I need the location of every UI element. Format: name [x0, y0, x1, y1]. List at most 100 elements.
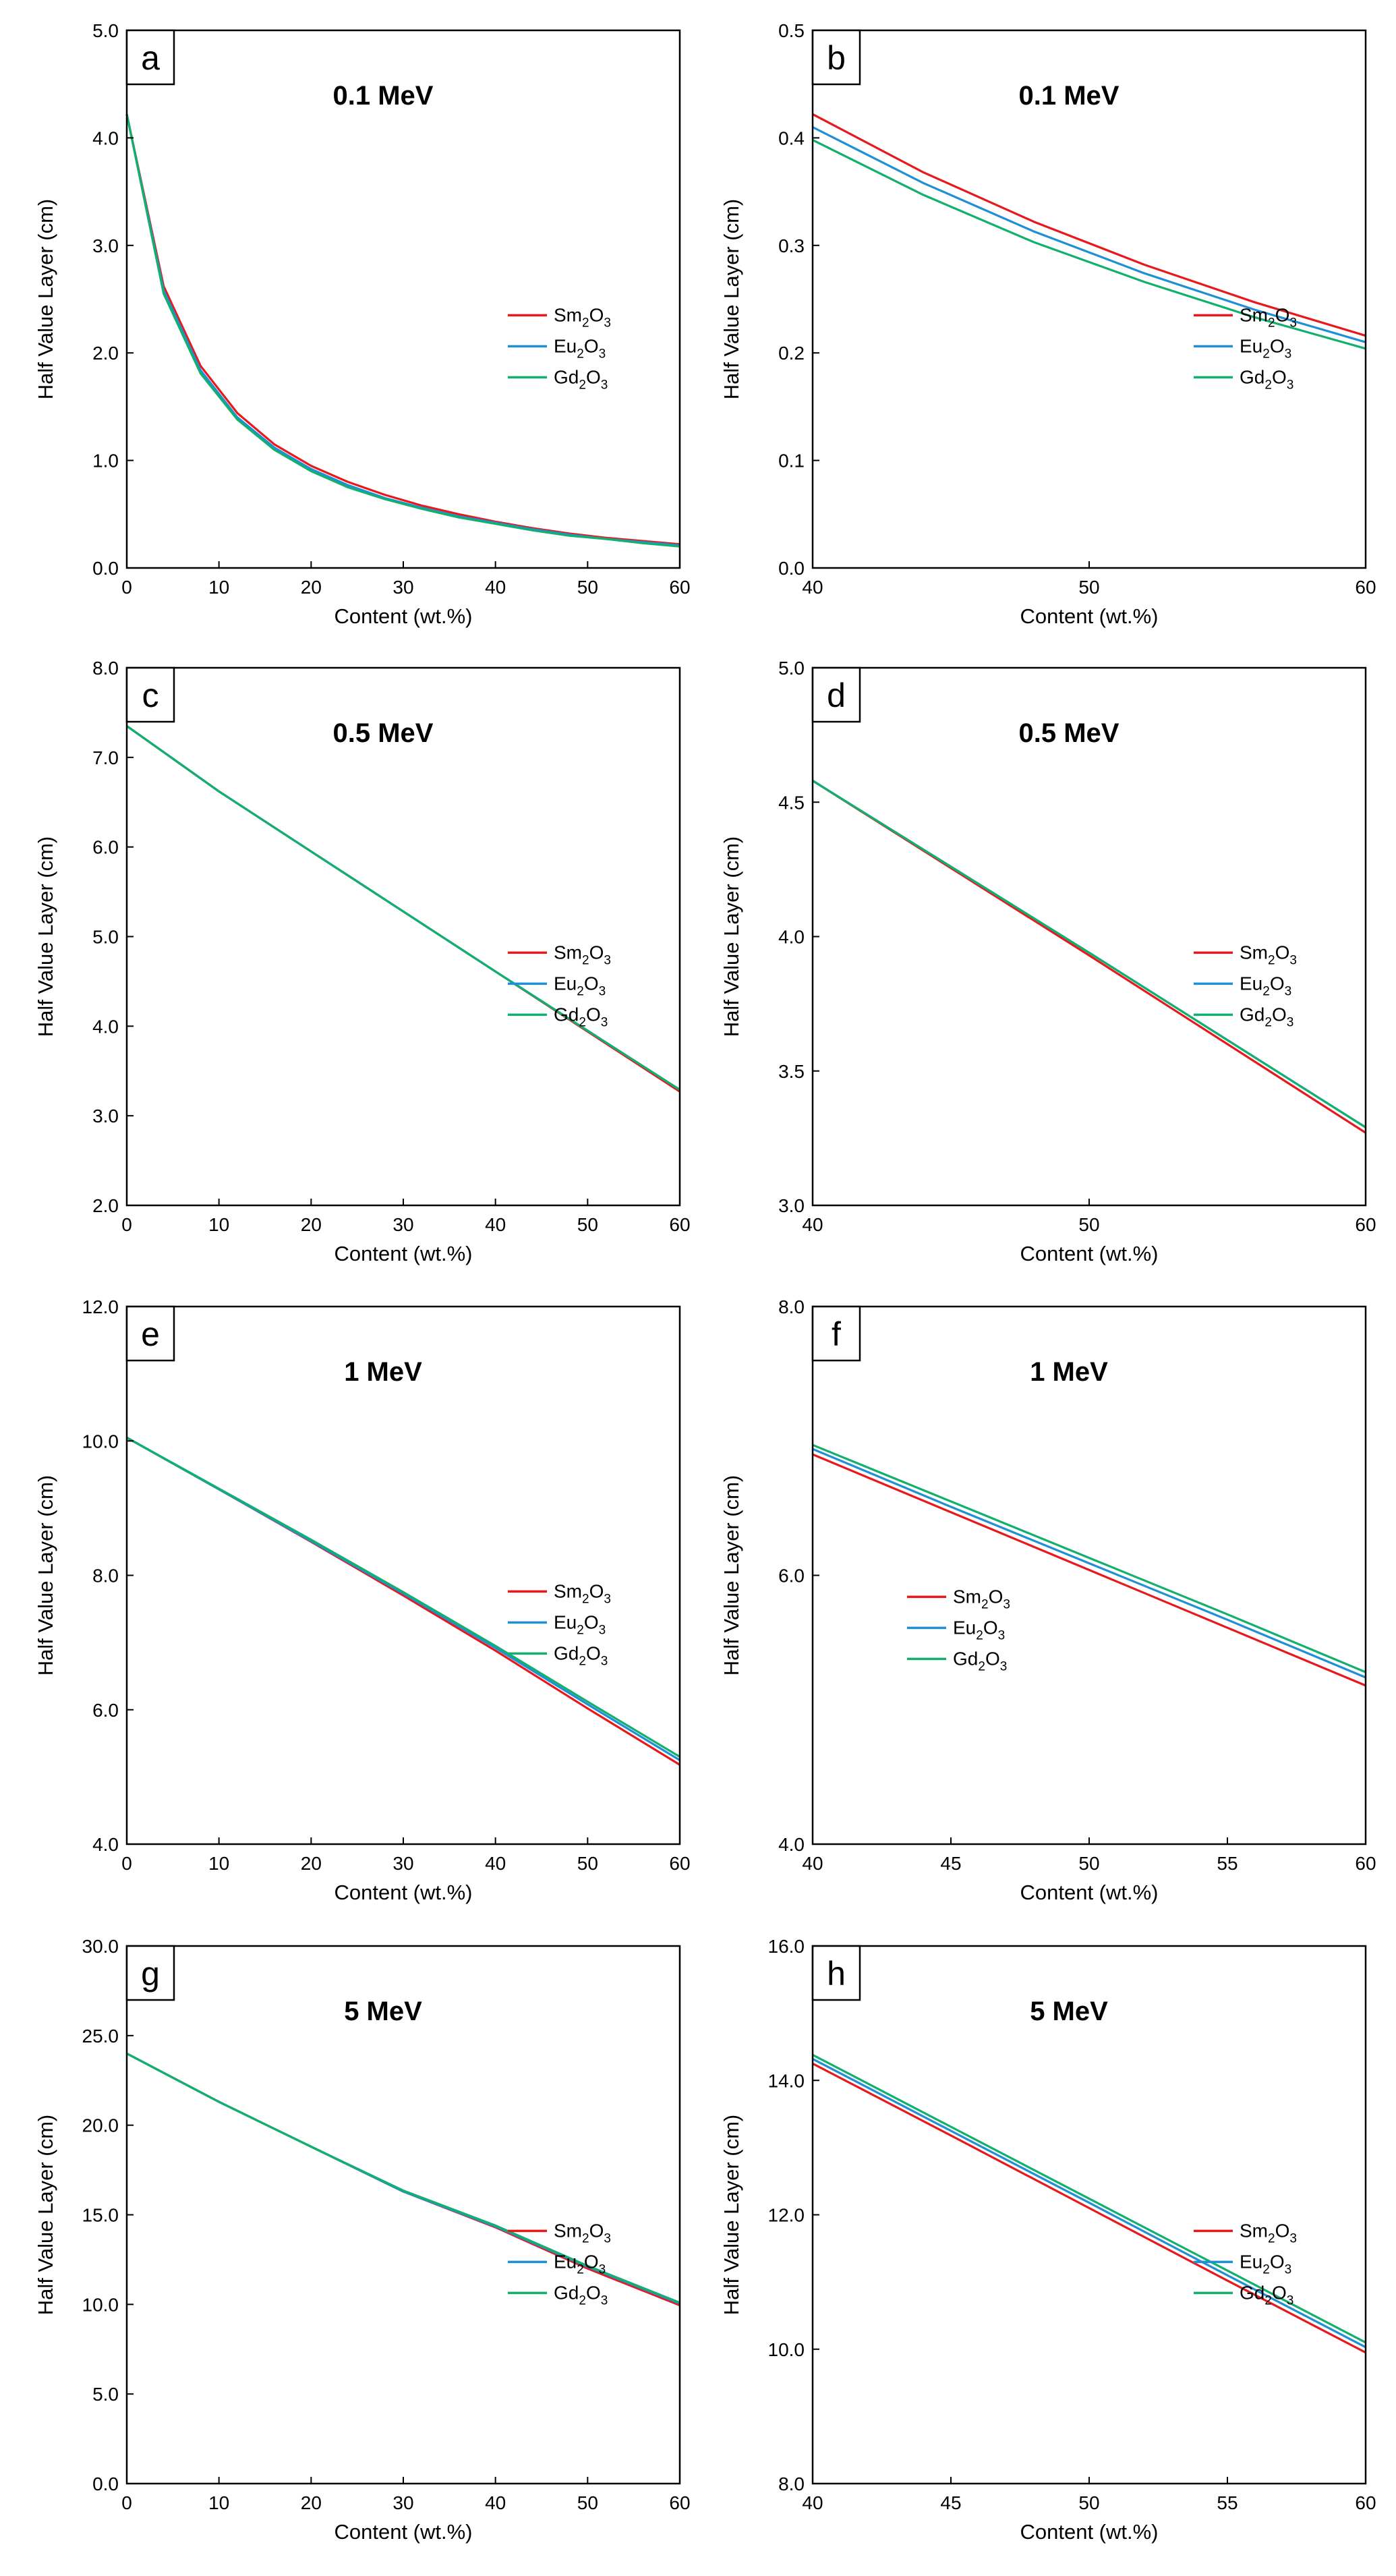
y-tick-label: 2.0: [92, 343, 119, 364]
legend-label-Sm2O3: Sm2O3: [1240, 304, 1297, 330]
chart-title: 5 MeV: [1030, 1997, 1108, 2026]
x-tick-label: 45: [940, 1853, 961, 1874]
x-tick-label: 50: [1078, 1853, 1099, 1874]
y-tick-label: 4.5: [778, 792, 805, 813]
legend-label-Eu2O3: Eu2O3: [554, 335, 606, 361]
panel-letter-box: [125, 1305, 175, 1362]
x-tick-label: 40: [802, 1853, 823, 1874]
legend-label-Gd2O3: Gd2O3: [1240, 1004, 1293, 1029]
x-tick-label: 40: [485, 2492, 506, 2513]
x-tick-label: 50: [577, 577, 598, 598]
y-axis-title: Half Value Layer (cm): [720, 1475, 743, 1676]
x-tick-label: 50: [577, 2492, 598, 2513]
legend: Sm2O3 Eu2O3 Gd2O3: [907, 1586, 1010, 1673]
y-tick-label: 8.0: [92, 658, 119, 679]
x-tick-label: 0: [121, 577, 132, 598]
plot-frame: [125, 29, 681, 569]
y-tick-label: 0.5: [778, 20, 805, 41]
y-axis-title: Half Value Layer (cm): [34, 836, 57, 1037]
panel-letter: h: [827, 1955, 846, 1993]
x-tick-label: 0: [121, 2492, 132, 2513]
legend-label-Gd2O3: Gd2O3: [554, 1004, 608, 1029]
x-axis-title: Content (wt.%): [1020, 604, 1158, 628]
y-tick-label: 6.0: [778, 1566, 805, 1586]
x-tick-label: 60: [1355, 1853, 1376, 1874]
y-tick-label: 0.2: [778, 343, 805, 364]
plot-frame: [125, 1945, 681, 2485]
legend-label-Sm2O3: Sm2O3: [554, 2220, 611, 2245]
plot-frame: [125, 1305, 681, 1845]
panel-letter-box: [811, 1945, 861, 2001]
panel-letter: f: [832, 1315, 841, 1353]
panel-e: 0 10 20 30 40 50 60 4.0 6.0 8.0 10.0 12.0 Content (w…: [34, 1296, 691, 1904]
x-tick-label: 55: [1217, 1853, 1238, 1874]
x-tick-label: 10: [208, 577, 229, 598]
legend: Sm2O3 Eu2O3 Gd2O3: [508, 304, 611, 392]
series-line-Eu2O3: [812, 1448, 1366, 1679]
y-axis-title: Half Value Layer (cm): [34, 1475, 57, 1676]
panel-a: 0 10 20 30 40 50 60 0.0 1.0 2.0 3.0 4.0 5.0 Content (…: [34, 20, 691, 628]
x-axis-title: Content (wt.%): [1020, 1881, 1158, 1904]
y-tick-label: 2.0: [92, 1195, 119, 1216]
y-tick-label: 0.4: [778, 127, 805, 148]
x-tick-label: 10: [208, 1214, 229, 1235]
panel-c: 0 10 20 30 40 50 60 2.0 3.0 4.0 5.0 6.0 7.0 8.0 Conten…: [34, 658, 691, 1265]
chart-title: 0.1 MeV: [333, 81, 434, 111]
y-tick-label: 6.0: [92, 837, 119, 858]
y-tick-label: 5.0: [92, 20, 119, 41]
y-tick-label: 16.0: [768, 1936, 805, 1957]
x-tick-label: 30: [392, 577, 413, 598]
series-line-Eu2O3: [812, 2057, 1366, 2349]
chart-title: 0.5 MeV: [1019, 718, 1119, 748]
y-tick-label: 3.5: [778, 1061, 805, 1082]
y-axis-title: Half Value Layer (cm): [34, 199, 57, 399]
panel-letter: d: [827, 677, 846, 714]
x-axis-title: Content (wt.%): [1020, 1242, 1158, 1265]
x-tick-label: 0: [121, 1214, 132, 1235]
panel-d: 40 50 60 3.0 3.5 4.0 4.5 5.0 Content (wt.%) Half …: [720, 658, 1376, 1265]
y-tick-label: 0.0: [92, 558, 119, 579]
y-tick-label: 15.0: [82, 2205, 119, 2226]
legend-label-Eu2O3: Eu2O3: [1240, 2251, 1291, 2277]
legend: Sm2O3 Eu2O3 Gd2O3: [508, 1580, 611, 1668]
series-line-Sm2O3: [812, 2062, 1366, 2354]
legend-label-Eu2O3: Eu2O3: [554, 2251, 606, 2277]
series-line-Gd2O3: [812, 1443, 1366, 1673]
y-tick-label: 10.0: [82, 1431, 119, 1452]
y-tick-label: 4.0: [92, 127, 119, 148]
series-line-Gd2O3: [812, 139, 1366, 350]
y-tick-label: 8.0: [92, 1566, 119, 1586]
legend-label-Sm2O3: Sm2O3: [554, 942, 611, 967]
x-tick-label: 40: [485, 577, 506, 598]
panel-letter-box: [125, 666, 175, 723]
x-tick-label: 50: [1078, 1214, 1099, 1235]
legend-label-Gd2O3: Gd2O3: [554, 1642, 608, 1668]
y-tick-label: 10.0: [768, 2339, 805, 2360]
x-tick-label: 10: [208, 2492, 229, 2513]
y-tick-label: 3.0: [92, 235, 119, 256]
y-tick-label: 0.0: [778, 558, 805, 579]
plot-frame: [125, 666, 681, 1207]
y-tick-label: 20.0: [82, 2115, 119, 2136]
panel-g: 0 10 20 30 40 50 60 0.0 5.0 10.0 15.0 20.0 25.0 30.0 C…: [34, 1936, 691, 2544]
plot-frame: [811, 1945, 1367, 2485]
legend-label-Eu2O3: Eu2O3: [554, 973, 606, 998]
x-axis-title: Content (wt.%): [334, 1881, 472, 1904]
x-tick-label: 60: [669, 577, 690, 598]
legend: Sm2O3 Eu2O3 Gd2O3: [1194, 942, 1297, 1029]
series-line-Sm2O3: [812, 113, 1366, 337]
y-tick-label: 6.0: [92, 1700, 119, 1721]
y-tick-label: 3.0: [778, 1195, 805, 1216]
legend-label-Gd2O3: Gd2O3: [554, 366, 608, 392]
series-line-Sm2O3: [125, 113, 680, 546]
y-tick-label: 30.0: [82, 1936, 119, 1957]
legend-label-Gd2O3: Gd2O3: [554, 2282, 608, 2308]
legend-label-Eu2O3: Eu2O3: [953, 1617, 1005, 1642]
series-line-Gd2O3: [126, 2052, 680, 2304]
x-tick-label: 0: [121, 1853, 132, 1874]
x-tick-label: 40: [802, 577, 823, 598]
series-line-Gd2O3: [125, 113, 680, 548]
y-tick-label: 0.0: [92, 2473, 119, 2494]
y-axis-title: Half Value Layer (cm): [720, 2115, 743, 2315]
